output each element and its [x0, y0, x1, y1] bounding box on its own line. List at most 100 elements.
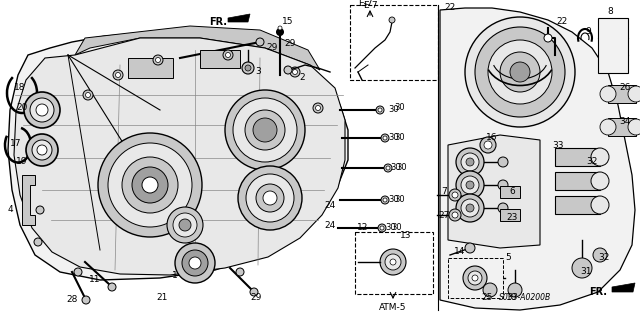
Circle shape [465, 243, 475, 253]
Text: 29: 29 [266, 43, 278, 53]
Circle shape [480, 137, 496, 153]
Text: 30: 30 [397, 164, 407, 173]
Text: 17: 17 [10, 138, 22, 147]
Circle shape [600, 86, 616, 102]
Circle shape [245, 110, 285, 150]
Circle shape [600, 119, 616, 135]
Text: 30: 30 [388, 196, 399, 204]
Circle shape [108, 283, 116, 291]
Circle shape [468, 271, 482, 285]
Circle shape [276, 28, 284, 35]
Text: 21: 21 [156, 293, 168, 302]
Text: 27: 27 [438, 211, 450, 219]
Circle shape [26, 134, 58, 166]
Circle shape [461, 153, 479, 171]
Text: 18: 18 [14, 84, 26, 93]
Circle shape [381, 196, 389, 204]
Circle shape [591, 196, 609, 214]
Circle shape [142, 177, 158, 193]
Circle shape [36, 104, 48, 116]
Text: 33: 33 [552, 140, 564, 150]
Circle shape [628, 119, 640, 135]
Text: 32: 32 [586, 158, 598, 167]
Circle shape [36, 206, 44, 214]
Circle shape [461, 199, 479, 217]
Circle shape [98, 133, 202, 237]
Circle shape [483, 283, 497, 297]
Polygon shape [440, 8, 635, 310]
Circle shape [452, 192, 458, 198]
Circle shape [256, 38, 264, 46]
Bar [608, 118, 636, 136]
Circle shape [256, 184, 284, 212]
Circle shape [508, 283, 522, 297]
Circle shape [115, 72, 120, 78]
Circle shape [386, 166, 390, 170]
Circle shape [37, 145, 47, 155]
Bar [350, 5, 438, 80]
Circle shape [510, 62, 530, 82]
Text: 1: 1 [172, 271, 178, 279]
Circle shape [389, 17, 395, 23]
Circle shape [290, 67, 300, 77]
Text: 2: 2 [299, 73, 305, 83]
Bar [128, 58, 173, 78]
Text: ATM-5: ATM-5 [380, 303, 407, 313]
Polygon shape [75, 26, 320, 70]
Circle shape [292, 70, 298, 75]
Bar [608, 85, 636, 103]
Circle shape [34, 238, 42, 246]
Text: 34: 34 [620, 117, 630, 127]
Text: 14: 14 [454, 248, 466, 256]
Circle shape [173, 213, 197, 237]
Text: S033-A0200B: S033-A0200B [499, 293, 551, 302]
Circle shape [593, 248, 607, 262]
Text: 30: 30 [395, 133, 405, 143]
Circle shape [378, 108, 382, 112]
Circle shape [122, 157, 178, 213]
Circle shape [498, 203, 508, 213]
Polygon shape [8, 33, 348, 280]
Text: 26: 26 [620, 84, 630, 93]
Circle shape [488, 40, 552, 104]
Text: 29: 29 [250, 293, 262, 301]
Text: 30: 30 [395, 196, 405, 204]
Circle shape [236, 268, 244, 276]
Circle shape [179, 219, 191, 231]
Polygon shape [14, 38, 345, 275]
Circle shape [284, 66, 292, 74]
Text: 16: 16 [486, 133, 498, 143]
Circle shape [378, 224, 386, 232]
Text: E-7: E-7 [363, 1, 378, 10]
Circle shape [225, 90, 305, 170]
Bar [500, 209, 520, 221]
Text: 19: 19 [16, 158, 28, 167]
Bar [555, 148, 600, 166]
Text: 12: 12 [357, 224, 369, 233]
Circle shape [498, 157, 508, 167]
Circle shape [484, 141, 492, 149]
Circle shape [253, 118, 277, 142]
Circle shape [376, 106, 384, 114]
Circle shape [182, 250, 208, 276]
Circle shape [246, 174, 294, 222]
Text: 30: 30 [395, 103, 405, 113]
Circle shape [385, 254, 401, 270]
Circle shape [242, 62, 254, 74]
Circle shape [390, 259, 396, 265]
Circle shape [113, 70, 123, 80]
Circle shape [383, 198, 387, 202]
Text: 13: 13 [400, 232, 412, 241]
Circle shape [465, 17, 575, 127]
Text: 5: 5 [505, 254, 511, 263]
Text: 30: 30 [386, 224, 396, 233]
Polygon shape [448, 135, 540, 248]
Text: 22: 22 [556, 18, 568, 26]
Circle shape [472, 275, 478, 281]
Text: 15: 15 [282, 18, 294, 26]
Text: 10: 10 [506, 293, 518, 302]
Circle shape [456, 171, 484, 199]
Circle shape [452, 212, 458, 218]
Circle shape [225, 53, 230, 57]
Circle shape [456, 148, 484, 176]
